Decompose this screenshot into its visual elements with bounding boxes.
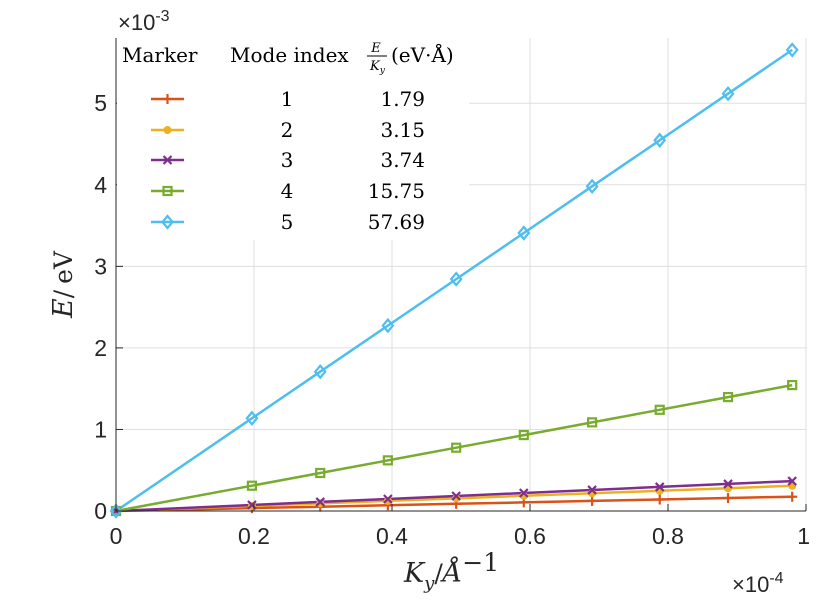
series-3-point <box>519 488 529 498</box>
y-tick-label: 0 <box>94 498 107 524</box>
legend-ratio-denominator: Ky <box>369 59 386 76</box>
series-1-point <box>587 495 598 506</box>
series-3-point <box>587 485 597 495</box>
tick-labels: 0 0.2 0.4 0.6 0.8 1 0 1 2 3 4 5 <box>94 90 810 549</box>
legend-entry: 1 1.79 <box>151 87 425 111</box>
series-line-5 <box>115 48 793 513</box>
y-tick-label: 3 <box>94 253 107 279</box>
series-3-point <box>315 497 326 507</box>
series-line-1 <box>115 495 793 513</box>
legend-ratio-value: 3.74 <box>380 148 425 172</box>
series-4-point <box>246 480 258 491</box>
x-tick-label: 0.2 <box>238 523 270 549</box>
legend-ratio-value: 1.79 <box>380 87 425 111</box>
series-4-point <box>451 442 462 453</box>
series-3-point <box>383 494 393 504</box>
x-tick-label: 0 <box>110 523 123 549</box>
legend-entry: 5 57.69 <box>151 210 425 234</box>
series-5-point <box>653 132 667 148</box>
x-tick-label: 1 <box>797 523 810 549</box>
legend-entry: 2 3.15 <box>151 118 425 142</box>
series-line-3 <box>115 479 793 513</box>
legend-header-marker: Marker <box>122 43 198 67</box>
legend-background <box>117 38 469 240</box>
series-5-point <box>449 271 463 287</box>
series-4-point <box>382 455 393 466</box>
legend-mode-index: 1 <box>281 87 294 111</box>
y-tick-label: 1 <box>94 416 107 442</box>
legend-marker-sample <box>162 155 173 165</box>
series-5-point <box>313 363 327 380</box>
series-3-point <box>723 479 733 489</box>
series-4-point <box>586 417 598 428</box>
series-3-point <box>451 491 461 501</box>
x-axis-label: Ky/Å−1 <box>403 548 499 594</box>
legend-ratio-value: 15.75 <box>368 179 425 203</box>
legend-marker-sample <box>163 126 172 134</box>
legend-marker-sample <box>162 185 173 197</box>
series-lines <box>115 48 793 513</box>
series-5-point <box>245 410 259 426</box>
legend-entry: 4 15.75 <box>151 179 425 203</box>
legend-entry: 3 3.74 <box>151 148 425 172</box>
series-5-point <box>785 42 799 58</box>
series-5-point <box>381 317 395 334</box>
legend-ratio-unit: (eV·Å) <box>391 42 454 67</box>
legend-ratio-numerator: E <box>370 41 381 56</box>
x-tick-label: 0.8 <box>652 523 684 549</box>
series-4-point <box>787 379 798 391</box>
legend-mode-index: 3 <box>281 148 294 172</box>
series-4-point <box>315 467 326 479</box>
series-5-point <box>109 503 123 519</box>
legend-mode-index: 2 <box>281 118 294 142</box>
y-tick-label: 4 <box>94 172 107 198</box>
y-axis-multiplier: ×10-3 <box>118 8 170 35</box>
legend-mode-index: 5 <box>281 210 294 234</box>
legend-marker-sample <box>162 94 173 104</box>
legend: Marker Mode index E Ky (eV·Å) 1 1.792 3.15… <box>117 38 469 240</box>
x-axis-multiplier: ×10-4 <box>732 570 784 597</box>
axes <box>115 38 807 512</box>
series-line-4 <box>115 383 793 513</box>
series-5-point <box>517 225 531 241</box>
x-tick-label: 0.4 <box>376 523 408 549</box>
legend-ratio-value: 57.69 <box>368 210 425 234</box>
series-3-point <box>247 500 257 510</box>
series-2-point <box>383 496 392 505</box>
y-axis-label: E/eV <box>48 250 79 319</box>
legend-header-mode: Mode index <box>230 43 349 67</box>
series-4-point <box>518 429 529 441</box>
x-tick-label: 0.6 <box>514 523 546 549</box>
series-1-point <box>654 494 665 505</box>
series-1-point <box>723 493 734 504</box>
series-4-point <box>722 391 734 403</box>
series-3-point <box>787 476 797 486</box>
series-1-point <box>787 491 798 502</box>
legend-rows: 1 1.792 3.153 3.744 15.755 57.69 <box>151 87 425 234</box>
y-tick-label: 5 <box>94 90 107 116</box>
legend-mode-index: 4 <box>281 179 294 203</box>
series-5-point <box>721 85 735 102</box>
y-tick-label: 2 <box>94 335 107 361</box>
series-4-point <box>654 404 665 415</box>
legend-marker-sample <box>161 214 174 230</box>
legend-ratio-value: 3.15 <box>380 118 425 142</box>
series-5-point <box>585 178 599 195</box>
series-3-point <box>654 482 665 492</box>
legend-header-ratio: E Ky (eV·Å) <box>367 41 454 76</box>
